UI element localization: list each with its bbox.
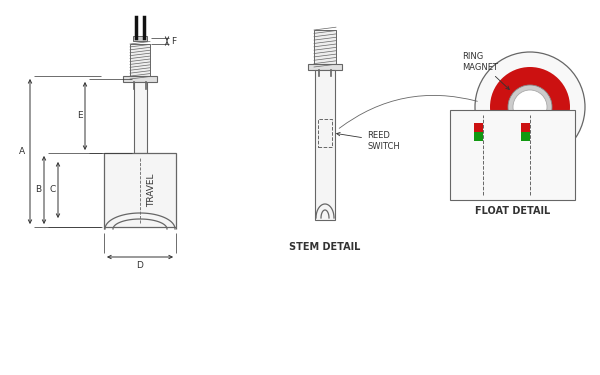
Bar bbox=[450, 110, 575, 200]
Text: D: D bbox=[137, 261, 143, 270]
Bar bbox=[315, 70, 335, 220]
Text: FLOAT DETAIL: FLOAT DETAIL bbox=[475, 206, 550, 216]
Bar bbox=[474, 132, 483, 141]
Bar bbox=[318, 119, 332, 147]
Text: A: A bbox=[19, 147, 25, 156]
Circle shape bbox=[475, 52, 585, 162]
Bar bbox=[133, 36, 147, 41]
Bar bbox=[134, 82, 147, 153]
Bar bbox=[314, 30, 336, 67]
Bar bbox=[130, 44, 150, 79]
Circle shape bbox=[490, 67, 570, 147]
Circle shape bbox=[513, 90, 547, 124]
Bar bbox=[521, 123, 530, 132]
Text: RING
MAGNET: RING MAGNET bbox=[462, 52, 509, 90]
Circle shape bbox=[508, 85, 552, 129]
Bar bbox=[474, 123, 483, 132]
Bar bbox=[308, 64, 342, 70]
Text: E: E bbox=[77, 111, 83, 120]
Text: STEM DETAIL: STEM DETAIL bbox=[289, 242, 361, 252]
Text: F: F bbox=[172, 36, 176, 45]
Text: REED
SWITCH: REED SWITCH bbox=[337, 131, 400, 151]
Text: C: C bbox=[50, 186, 56, 195]
Bar bbox=[521, 132, 530, 141]
Text: B: B bbox=[35, 186, 41, 195]
Text: TRAVEL: TRAVEL bbox=[148, 173, 157, 207]
Bar bbox=[123, 76, 157, 82]
Bar bbox=[104, 153, 176, 227]
